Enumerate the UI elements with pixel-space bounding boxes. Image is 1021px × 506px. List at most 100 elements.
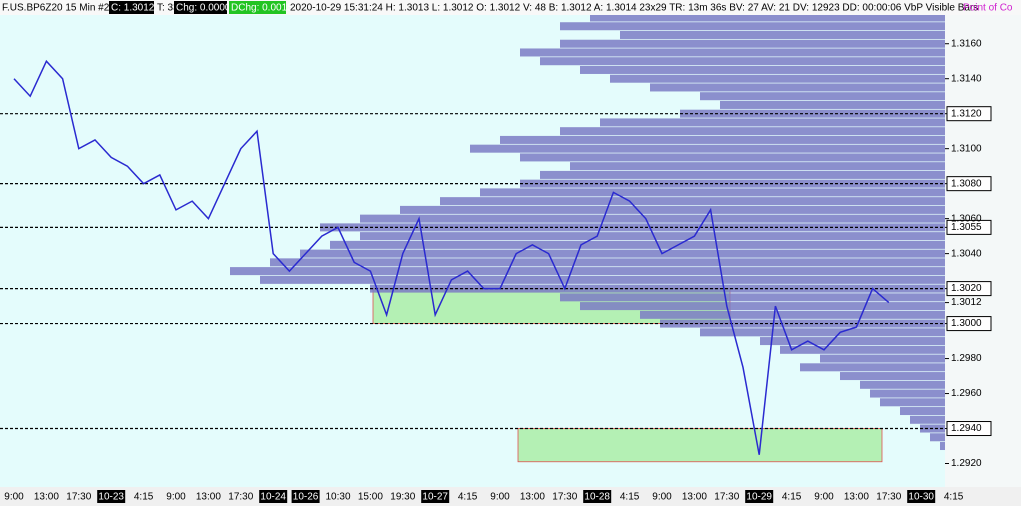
profile-bar xyxy=(930,433,945,442)
x-tick-label: 17:30 xyxy=(228,492,253,503)
x-tick-label: 17:30 xyxy=(876,492,901,503)
profile-bar xyxy=(650,83,945,92)
profile-bar xyxy=(470,144,945,153)
x-tick-label: 9:00 xyxy=(814,492,834,503)
profile-bar xyxy=(700,92,945,101)
y-tick-label: 1.3120 xyxy=(951,108,982,119)
level-label-box xyxy=(946,106,992,122)
x-tick-label: 4:15 xyxy=(782,492,802,503)
profile-bar xyxy=(500,135,945,144)
header: F.US.BP6Z20 15 Min #2 C: 1.3012 T: 33 Ch… xyxy=(0,0,1021,15)
x-tick-label: 4:15 xyxy=(458,492,478,503)
profile-bar xyxy=(270,258,945,267)
x-tick-label: 10-30 xyxy=(908,492,934,503)
y-tick-label: 1.3055 xyxy=(951,222,982,233)
x-tick-label: 15:00 xyxy=(358,492,383,503)
profile-bar xyxy=(840,372,945,381)
profile-bar xyxy=(800,363,945,372)
badge xyxy=(109,1,154,14)
profile-bar xyxy=(580,302,945,311)
profile-bar xyxy=(640,310,945,319)
profile-bar xyxy=(820,354,945,363)
x-tick-label: 10-24 xyxy=(260,492,286,503)
profile-bar xyxy=(620,30,945,39)
y-tick-label: 1.3060 xyxy=(951,213,982,224)
price-axis-background xyxy=(945,0,1021,487)
profile-bar xyxy=(480,188,945,197)
symbol: F.US.BP6Z20 15 Min #2 xyxy=(2,3,110,14)
profile-bar xyxy=(600,118,945,127)
x-tick-label: 10-27 xyxy=(422,492,448,503)
profile-bar xyxy=(360,232,945,241)
x-tick-label: 9:00 xyxy=(4,492,24,503)
date-badge xyxy=(583,490,612,503)
profile-bar xyxy=(520,48,945,57)
y-tick-label: 1.2940 xyxy=(951,423,982,434)
x-tick-label: 19:30 xyxy=(390,492,415,503)
x-tick-label: 17:30 xyxy=(66,492,91,503)
profile-bar xyxy=(720,100,945,109)
level-label-box xyxy=(946,281,992,297)
info: 2020-10-29 15:31:24 H: 1.3013 L: 1.3012 … xyxy=(290,3,978,14)
profile-bar xyxy=(560,293,945,302)
day-change: DChg: 0.0015 xyxy=(231,3,293,14)
profile-bar xyxy=(910,415,945,424)
profile-bar xyxy=(900,407,945,416)
profile-bar xyxy=(940,442,945,451)
profile-bar xyxy=(300,249,945,258)
profile-bar xyxy=(580,65,945,74)
level-label-box xyxy=(946,421,992,437)
profile-bar xyxy=(520,153,945,162)
profile-bar xyxy=(360,214,945,223)
profile-bar xyxy=(230,267,945,276)
date-badge xyxy=(291,490,320,503)
profile-bar xyxy=(560,39,945,48)
y-tick-label: 1.3000 xyxy=(951,318,982,329)
profile-bar xyxy=(610,74,945,83)
badge xyxy=(229,1,286,14)
profile-bar xyxy=(870,389,945,398)
x-tick-label: 9:00 xyxy=(490,492,510,503)
profile-bar xyxy=(780,345,945,354)
x-tick-label: 13:00 xyxy=(520,492,545,503)
x-tick-label: 10-28 xyxy=(584,492,610,503)
x-tick-label: 10-26 xyxy=(293,492,319,503)
profile-bar xyxy=(440,197,945,206)
y-tick-label: 1.3020 xyxy=(951,283,982,294)
profile-bar xyxy=(560,22,945,31)
y-tick-label: 1.3100 xyxy=(951,143,982,154)
x-tick-label: 17:30 xyxy=(552,492,577,503)
x-tick-label: 13:00 xyxy=(682,492,707,503)
close: C: 1.3012 xyxy=(111,3,155,14)
x-tick-label: 9:00 xyxy=(652,492,672,503)
profile-bar xyxy=(330,240,945,249)
profile-bar xyxy=(700,328,945,337)
y-tick-label: 1.2960 xyxy=(951,388,982,399)
y-tick-label: 1.2980 xyxy=(951,353,982,364)
change: Chg: 0.0000 xyxy=(176,3,231,14)
x-tick-label: 10-23 xyxy=(98,492,124,503)
badge xyxy=(174,1,227,14)
profile-bar xyxy=(540,57,945,66)
x-tick-label: 13:00 xyxy=(196,492,221,503)
profile-bar xyxy=(560,127,945,136)
zone xyxy=(517,428,883,463)
x-tick-label: 4:15 xyxy=(944,492,964,503)
y-tick-label: 1.3040 xyxy=(951,248,982,259)
ticks: T: 33 xyxy=(157,3,179,14)
date-badge xyxy=(907,490,936,503)
date-badge xyxy=(259,490,288,503)
profile-bar xyxy=(760,337,945,346)
date-badge xyxy=(421,490,450,503)
date-badge xyxy=(745,490,774,503)
point-of-control: Point of Co xyxy=(963,3,1013,14)
y-tick-label: 1.2920 xyxy=(951,458,982,469)
x-tick-label: 10:30 xyxy=(325,492,350,503)
profile-bar xyxy=(860,380,945,389)
level-label-box xyxy=(946,316,992,332)
level-label-box xyxy=(946,219,992,235)
x-tick-label: 4:15 xyxy=(134,492,154,503)
x-tick-label: 13:00 xyxy=(844,492,869,503)
profile-bar xyxy=(400,205,945,214)
x-tick-label: 17:30 xyxy=(714,492,739,503)
